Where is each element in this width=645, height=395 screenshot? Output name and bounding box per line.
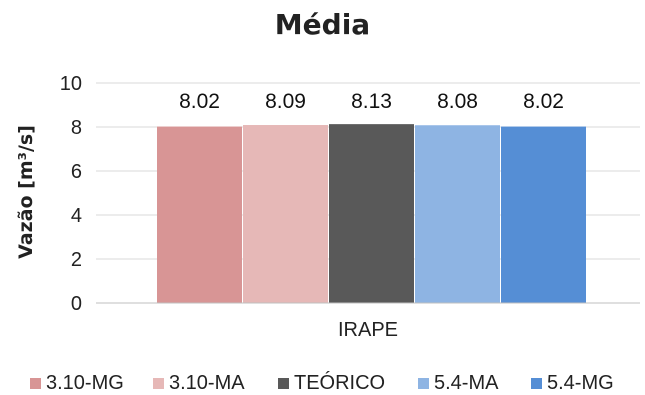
y-axis-title: Vazão [m³/s] [15, 125, 37, 259]
data-label: 8.02 [179, 90, 220, 113]
chart-title: Média [274, 8, 371, 41]
bar-te-rico [329, 124, 414, 303]
bars [157, 124, 586, 304]
y-tick-labels: 0 2 4 6 8 10 [60, 73, 82, 315]
legend-swatch [30, 378, 41, 389]
data-label: 8.09 [265, 90, 306, 113]
data-labels: 8.02 8.09 8.13 8.08 8.02 [179, 90, 564, 113]
legend-label: 5.4-MA [434, 372, 499, 394]
legend-label: 5.4-MG [547, 372, 614, 394]
legend-item: TEÓRICO [278, 372, 385, 395]
legend-swatch [278, 378, 289, 389]
legend-item: 3.10-MA [153, 372, 245, 395]
y-tick-label: 8 [71, 117, 82, 139]
y-tick-label: 4 [71, 205, 82, 227]
legend-item: 3.10-MG [30, 372, 124, 395]
legend-label: TEÓRICO [294, 372, 386, 394]
legend-label: 3.10-MA [169, 372, 245, 394]
x-category-label: IRAPE [338, 319, 398, 341]
bar-3-10-mg [157, 126, 242, 303]
data-label: 8.08 [437, 90, 478, 113]
bar-3-10-ma [243, 125, 328, 304]
legend-swatch [153, 378, 164, 389]
legend-swatch [418, 378, 429, 389]
legend-item: 5.4-MA [418, 372, 498, 395]
legend-label: 3.10-MG [46, 372, 124, 394]
bar-5-4-mg [501, 126, 586, 303]
bar-5-4-ma [415, 125, 500, 304]
y-tick-label: 2 [71, 249, 82, 271]
data-label: 8.13 [351, 90, 392, 113]
legend-swatch [531, 378, 542, 389]
y-tick-label: 0 [71, 293, 82, 315]
y-tick-label: 6 [71, 161, 82, 183]
legend: 3.10-MG 3.10-MA TEÓRICO 5.4-MA 5.4-MG [0, 372, 645, 394]
legend-item: 5.4-MG [531, 372, 614, 395]
data-label: 8.02 [523, 90, 564, 113]
y-tick-label: 10 [60, 73, 82, 95]
